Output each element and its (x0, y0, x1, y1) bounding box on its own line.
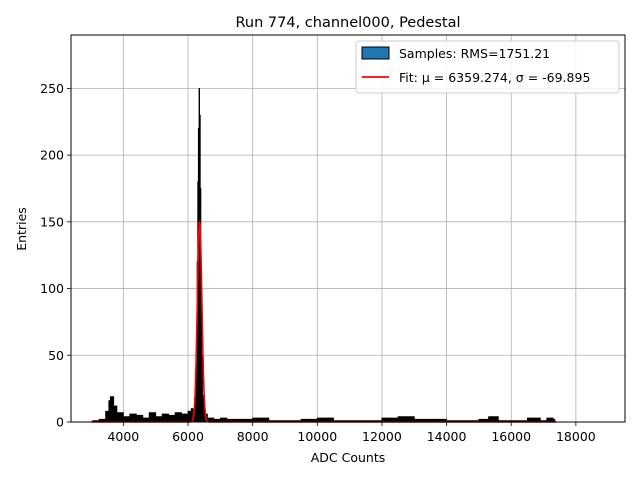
axis-layer: 4000 6000 8000 10000 12000 14000 16000 18000 0 50… (40, 81, 596, 444)
x-tick-label: 18000 (556, 429, 596, 444)
legend-box (355, 40, 620, 94)
y-tick-label: 200 (40, 148, 64, 163)
legend-label-fit: Fit: μ = 6359.274, σ = -69.895 (399, 70, 590, 85)
legend: Samples: RMS=1751.21 Fit: μ = 6359.274, … (355, 40, 620, 94)
x-tick-label: 4000 (107, 429, 139, 444)
legend-label-histogram: Samples: RMS=1751.21 (399, 46, 550, 61)
x-tick-label: 6000 (172, 429, 204, 444)
y-tick-label: 50 (48, 348, 64, 363)
y-tick-label: 100 (40, 281, 64, 296)
y-axis-label: Entries (14, 207, 29, 251)
legend-swatch-histogram (361, 46, 390, 60)
x-tick-label: 10000 (297, 429, 337, 444)
x-axis-label: ADC Counts (311, 450, 386, 465)
x-tick-label: 14000 (427, 429, 467, 444)
y-tick-label: 150 (40, 214, 64, 229)
y-tick-label: 0 (56, 415, 64, 430)
y-tick-label: 250 (40, 81, 64, 96)
x-tick-label: 8000 (237, 429, 269, 444)
chart-title: Run 774, channel000, Pedestal (235, 15, 460, 31)
x-tick-label: 12000 (362, 429, 402, 444)
x-tick-label: 16000 (491, 429, 531, 444)
plot-frame (70, 34, 626, 423)
